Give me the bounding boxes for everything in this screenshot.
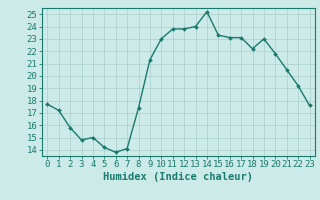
X-axis label: Humidex (Indice chaleur): Humidex (Indice chaleur) [103,172,253,182]
